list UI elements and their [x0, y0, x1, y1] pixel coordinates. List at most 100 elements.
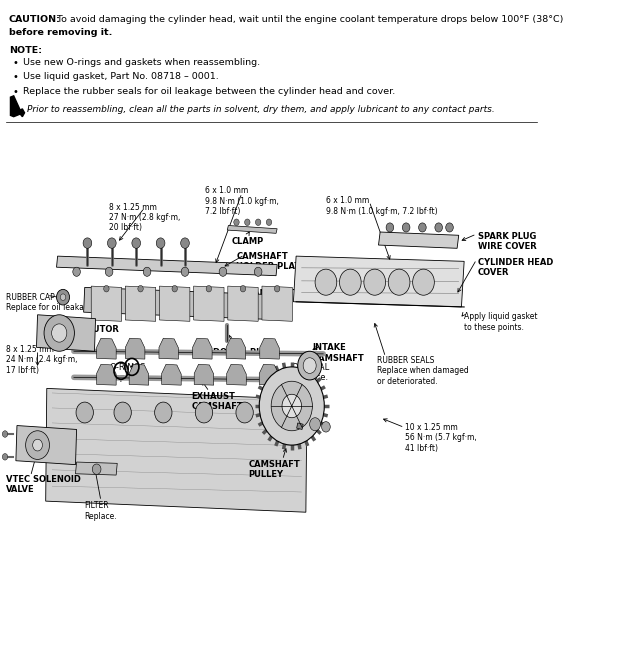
Polygon shape [227, 364, 246, 385]
Circle shape [402, 223, 410, 232]
Polygon shape [296, 423, 303, 430]
Text: CAUTION:: CAUTION: [9, 15, 61, 24]
Circle shape [104, 285, 109, 292]
Polygon shape [129, 364, 149, 385]
Circle shape [219, 267, 227, 276]
Circle shape [132, 238, 141, 248]
Text: RUBBER CAP
Replace for oil leakage.: RUBBER CAP Replace for oil leakage. [6, 293, 96, 312]
Text: FILTER
Replace.: FILTER Replace. [85, 501, 117, 520]
Circle shape [33, 439, 42, 451]
Circle shape [386, 223, 394, 232]
Circle shape [364, 269, 386, 295]
Text: •: • [12, 72, 19, 82]
Polygon shape [84, 287, 285, 320]
Circle shape [180, 238, 189, 248]
Polygon shape [91, 286, 122, 321]
Polygon shape [97, 338, 116, 359]
Text: OIL SEAL
Replace.: OIL SEAL Replace. [292, 363, 330, 383]
Circle shape [2, 431, 7, 438]
Polygon shape [37, 315, 95, 351]
Circle shape [254, 267, 262, 276]
Polygon shape [11, 96, 25, 117]
Text: Prior to reassembling, clean all the parts in solvent, dry them, and apply lubri: Prior to reassembling, clean all the par… [27, 105, 495, 114]
Circle shape [206, 285, 211, 292]
Text: 8 x 1.25 mm
27 N·m (2.8 kgf·m,
20 lbf·ft): 8 x 1.25 mm 27 N·m (2.8 kgf·m, 20 lbf·ft… [108, 202, 180, 232]
Circle shape [76, 402, 94, 423]
Polygon shape [193, 338, 212, 359]
Text: DOWEL PIN: DOWEL PIN [213, 348, 266, 357]
Text: •: • [12, 58, 19, 68]
Polygon shape [228, 225, 277, 233]
Text: CYLINDER HEAD
COVER: CYLINDER HEAD COVER [477, 258, 553, 278]
Polygon shape [378, 232, 459, 248]
Polygon shape [228, 286, 258, 321]
Text: CAMSHAFT
PULLEY: CAMSHAFT PULLEY [249, 460, 300, 479]
Polygon shape [46, 389, 307, 512]
Text: Apply liquid gasket
to these points.: Apply liquid gasket to these points. [464, 312, 538, 332]
Circle shape [340, 269, 361, 295]
Circle shape [143, 267, 151, 276]
Text: To avoid damaging the cylinder head, wait until the engine coolant temperature d: To avoid damaging the cylinder head, wai… [51, 15, 564, 24]
Circle shape [51, 324, 67, 342]
Text: •: • [12, 87, 19, 97]
Polygon shape [162, 364, 181, 385]
Circle shape [154, 402, 172, 423]
Polygon shape [260, 338, 279, 359]
Polygon shape [16, 426, 77, 465]
Circle shape [181, 267, 188, 276]
Text: 8 x 1.25 mm
24 N·m (2.4 kgf·m,
17 lbf·ft): 8 x 1.25 mm 24 N·m (2.4 kgf·m, 17 lbf·ft… [6, 345, 78, 375]
Circle shape [172, 285, 177, 292]
Circle shape [138, 285, 143, 292]
Text: Use liquid gasket, Part No. 08718 – 0001.: Use liquid gasket, Part No. 08718 – 0001… [24, 72, 219, 82]
Text: INTAKE
CAMSHAFT: INTAKE CAMSHAFT [312, 343, 364, 363]
Circle shape [60, 294, 66, 300]
Circle shape [388, 269, 410, 295]
Circle shape [156, 238, 165, 248]
Circle shape [259, 367, 324, 445]
Polygon shape [125, 286, 156, 321]
Text: VTEC SOLENOID
VALVE: VTEC SOLENOID VALVE [6, 475, 81, 494]
Circle shape [114, 402, 131, 423]
Circle shape [107, 238, 116, 248]
Circle shape [92, 464, 101, 475]
Text: before removing it.: before removing it. [9, 28, 112, 37]
Polygon shape [226, 338, 246, 359]
Circle shape [83, 238, 92, 248]
Text: 10 x 1.25 mm
56 N·m (5.7 kgf·m,
41 lbf·ft): 10 x 1.25 mm 56 N·m (5.7 kgf·m, 41 lbf·f… [404, 423, 476, 453]
Text: Replace the rubber seals for oil leakage between the cylinder head and cover.: Replace the rubber seals for oil leakage… [24, 87, 396, 96]
Text: O-RINGS
Replace.: O-RINGS Replace. [109, 363, 146, 383]
Circle shape [234, 219, 239, 225]
Polygon shape [97, 364, 116, 385]
Text: CAMSHAFT
HOLDER PLATE: CAMSHAFT HOLDER PLATE [236, 251, 306, 271]
Circle shape [271, 381, 312, 431]
Circle shape [446, 223, 453, 232]
Circle shape [73, 267, 81, 276]
Text: Use new O-rings and gaskets when reassembling.: Use new O-rings and gaskets when reassem… [24, 58, 260, 67]
Circle shape [435, 223, 443, 232]
Circle shape [241, 285, 246, 292]
Text: SPARK PLUG
WIRE COVER: SPARK PLUG WIRE COVER [477, 232, 536, 251]
Text: 6 x 1.0 mm
9.8 N·m (1.0 kgf·m,
7.2 lbf·ft): 6 x 1.0 mm 9.8 N·m (1.0 kgf·m, 7.2 lbf·f… [205, 186, 279, 216]
Circle shape [322, 422, 330, 432]
Text: EXHAUST
CAMSHAFT: EXHAUST CAMSHAFT [192, 392, 244, 411]
Circle shape [195, 402, 213, 423]
Circle shape [44, 315, 74, 351]
Circle shape [418, 223, 426, 232]
Polygon shape [259, 364, 279, 385]
Polygon shape [76, 462, 117, 475]
Text: KEY: KEY [283, 419, 301, 428]
Circle shape [275, 285, 280, 292]
Text: CLAMP: CLAMP [231, 236, 264, 246]
Circle shape [105, 267, 113, 276]
Circle shape [267, 219, 272, 225]
Circle shape [303, 358, 316, 374]
Circle shape [282, 394, 301, 418]
Polygon shape [194, 364, 214, 385]
Circle shape [315, 269, 337, 295]
Polygon shape [293, 256, 464, 307]
Text: 6 x 1.0 mm
9.8 N·m (1.0 kgf·m, 7.2 lbf·ft): 6 x 1.0 mm 9.8 N·m (1.0 kgf·m, 7.2 lbf·f… [326, 196, 438, 215]
Circle shape [2, 454, 7, 460]
Circle shape [56, 289, 69, 305]
Polygon shape [193, 286, 224, 321]
Polygon shape [159, 338, 179, 359]
